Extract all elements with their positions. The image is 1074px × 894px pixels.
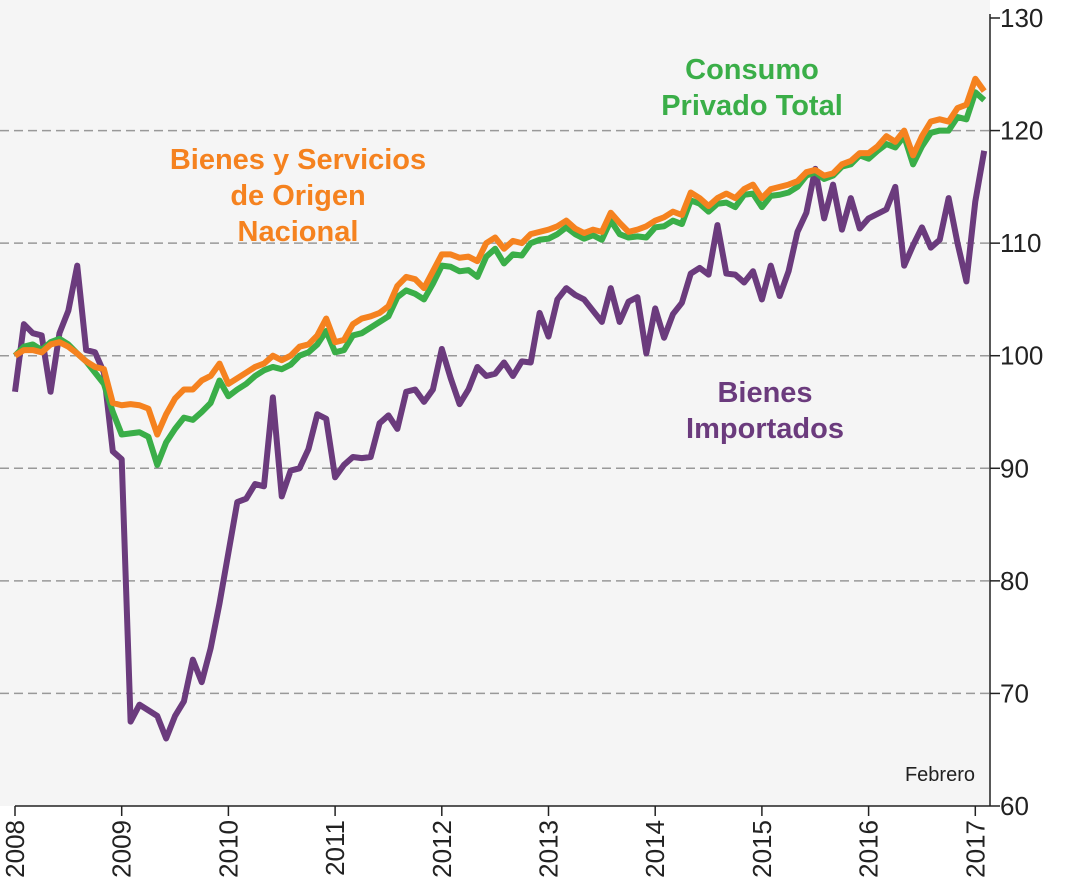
x-tick-label: 2014 <box>640 820 670 878</box>
series-line <box>12 150 988 742</box>
y-tick-label: 110 <box>1000 228 1041 258</box>
x-tick-label: 2010 <box>213 820 243 878</box>
x-tick-label: 2015 <box>747 820 777 878</box>
y-tick-label: 60 <box>1000 791 1029 821</box>
y-tick-label: 120 <box>1000 116 1043 146</box>
annotation: Febrero <box>905 764 975 786</box>
x-tick-label: 2017 <box>960 820 990 878</box>
plot-background <box>0 0 990 806</box>
series-line <box>13 75 987 438</box>
y-tick-label: 90 <box>1000 453 1029 483</box>
y-tick-label: 130 <box>1000 3 1043 33</box>
y-tick-label: 100 <box>1000 341 1043 371</box>
series-label: Bienes y Servicios de Origen Nacional <box>169 144 427 248</box>
y-tick-label: 70 <box>1000 678 1029 708</box>
x-tick-label: 2011 <box>320 820 350 876</box>
x-tick-label: 2016 <box>854 820 884 878</box>
series-label: Consumo Privado Total <box>661 54 843 122</box>
y-tick-label: 80 <box>1000 566 1029 596</box>
x-tick-label: 2008 <box>0 820 30 878</box>
x-tick-label: 2013 <box>534 820 564 878</box>
x-tick-label: 2012 <box>427 820 457 878</box>
series-label: Bienes Importados <box>686 377 844 445</box>
x-tick-label: 2009 <box>107 820 137 878</box>
